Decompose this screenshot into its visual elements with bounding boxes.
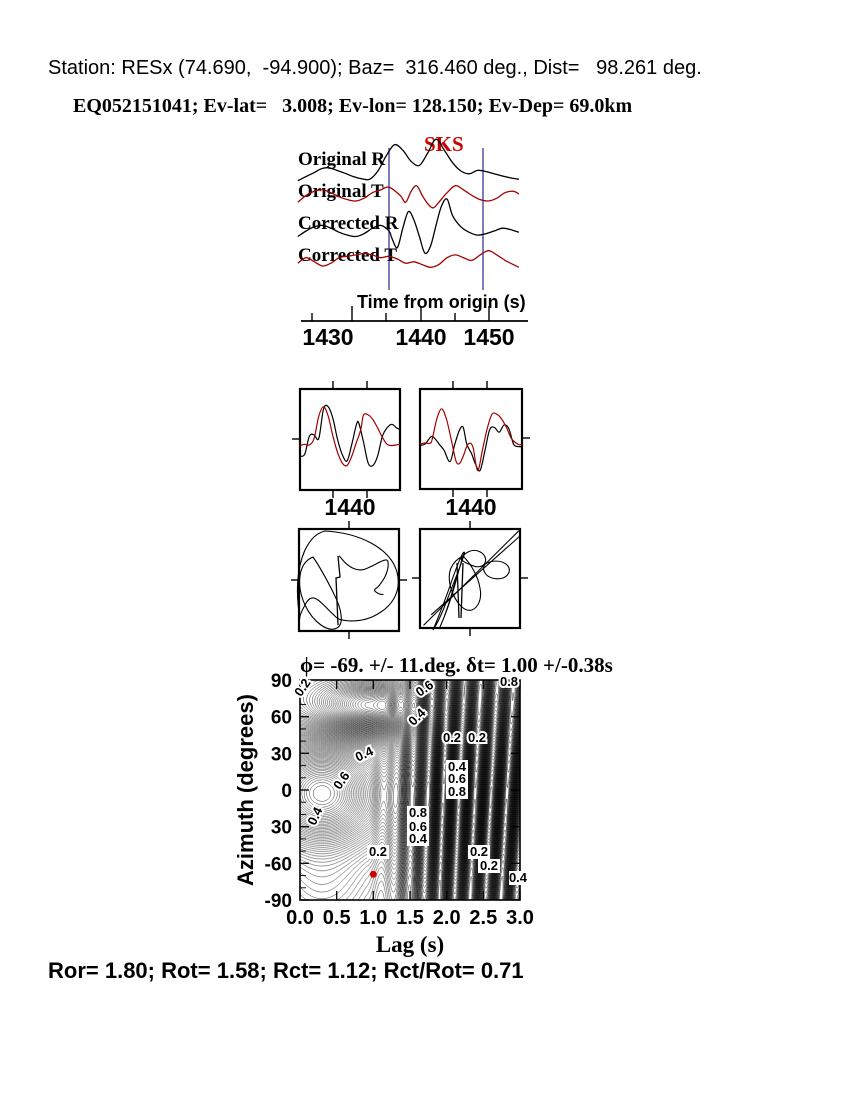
- svg-text:ϕ= -69. +/- 11.deg. δt= 1.00 +: ϕ= -69. +/- 11.deg. δt= 1.00 +/-0.38s: [300, 653, 613, 677]
- svg-text:0.4: 0.4: [405, 705, 429, 729]
- svg-text:0.8: 0.8: [448, 784, 466, 799]
- svg-text:0.2: 0.2: [369, 844, 387, 859]
- svg-text:0.4: 0.4: [353, 743, 376, 765]
- svg-text:0.2: 0.2: [468, 730, 486, 745]
- svg-text:0.4: 0.4: [509, 870, 528, 885]
- svg-text:0.2: 0.2: [443, 730, 461, 745]
- svg-text:-60: -60: [265, 854, 292, 875]
- svg-text:0: 0: [281, 781, 292, 802]
- svg-text:0.2: 0.2: [470, 844, 488, 859]
- svg-text:0.5: 0.5: [323, 907, 351, 929]
- svg-text:Azimuth (degrees): Azimuth (degrees): [233, 694, 258, 886]
- svg-text:Lag (s): Lag (s): [376, 932, 444, 957]
- svg-text:2.0: 2.0: [433, 907, 461, 929]
- svg-text:0.4: 0.4: [409, 831, 428, 846]
- svg-text:0.8: 0.8: [500, 674, 518, 689]
- svg-text:Ror= 1.80; Rot= 1.58; Rct= 1.1: Ror= 1.80; Rot= 1.58; Rct= 1.12; Rct/Rot…: [48, 958, 524, 983]
- svg-text:0.0: 0.0: [286, 907, 314, 929]
- svg-text:0.2: 0.2: [480, 858, 498, 873]
- svg-text:0.8: 0.8: [409, 805, 427, 820]
- svg-text:0.6: 0.6: [330, 769, 353, 792]
- svg-text:1.5: 1.5: [396, 907, 424, 929]
- svg-text:30: 30: [271, 818, 292, 839]
- svg-text:90: 90: [271, 671, 292, 692]
- svg-text:60: 60: [271, 708, 292, 729]
- svg-text:30: 30: [271, 744, 292, 765]
- svg-text:2.5: 2.5: [469, 907, 497, 929]
- svg-text:0.4: 0.4: [304, 804, 326, 827]
- svg-text:1.0: 1.0: [359, 907, 387, 929]
- svg-text:3.0: 3.0: [506, 907, 534, 929]
